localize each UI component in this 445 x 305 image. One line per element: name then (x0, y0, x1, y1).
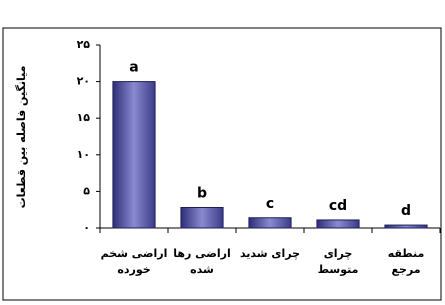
chart: میانگین فاصله بین قطعات ۰ ۵ ۱۰ ۱۵ ۲۰ ۲۵ a b c cd d… (0, 0, 445, 305)
y-tick-label: ۰ (83, 221, 90, 234)
y-axis-label: میانگین فاصله بین قطعات (15, 66, 28, 209)
significance-letter: c (266, 196, 274, 212)
y-tick-label: ۲۵ (77, 38, 91, 51)
x-tick-label: منطقه مرجع (372, 246, 440, 278)
significance-letter: b (197, 186, 207, 202)
y-tick-label: ۵ (83, 184, 90, 197)
significance-letter: a (129, 60, 138, 76)
significance-letter: d (401, 203, 411, 219)
x-tick-label: اراضی شخم خورده (100, 246, 168, 278)
significance-letter: cd (329, 198, 347, 214)
y-tick-label: ۱۰ (77, 148, 90, 161)
y-tick-label: ۱۵ (77, 111, 91, 124)
bar (317, 220, 359, 228)
x-tick-label: اراضی رها شده (168, 246, 236, 278)
bar (113, 82, 155, 228)
y-tick-label: ۲۰ (77, 75, 90, 88)
bar (249, 218, 291, 228)
bar (385, 225, 427, 228)
bar (181, 208, 223, 228)
x-tick-label: چرای متوسط (304, 246, 372, 278)
x-tick-label: چرای شدید (236, 246, 304, 262)
